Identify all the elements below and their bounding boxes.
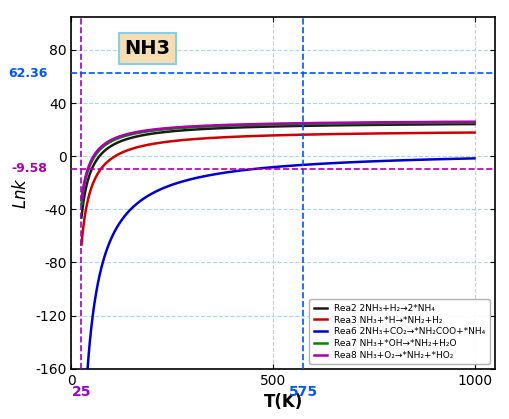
Y-axis label: Ln$k$: Ln$k$ bbox=[12, 177, 30, 209]
Text: 575: 575 bbox=[288, 385, 317, 398]
X-axis label: T(K): T(K) bbox=[263, 393, 302, 411]
Text: NH3: NH3 bbox=[124, 39, 170, 58]
Text: 62.36: 62.36 bbox=[8, 67, 47, 80]
Text: 25: 25 bbox=[72, 385, 91, 398]
Legend: Rea2 2NH₃+H₂→2*NH₄, Rea3 NH₃+*H→*NH₂+H₂, Rea6 2NH₃+CO₂→*NH₂COO+*NH₄, Rea7 NH₃+*O: Rea2 2NH₃+H₂→2*NH₄, Rea3 NH₃+*H→*NH₂+H₂,… bbox=[308, 299, 489, 364]
Text: -9.58: -9.58 bbox=[11, 163, 47, 176]
